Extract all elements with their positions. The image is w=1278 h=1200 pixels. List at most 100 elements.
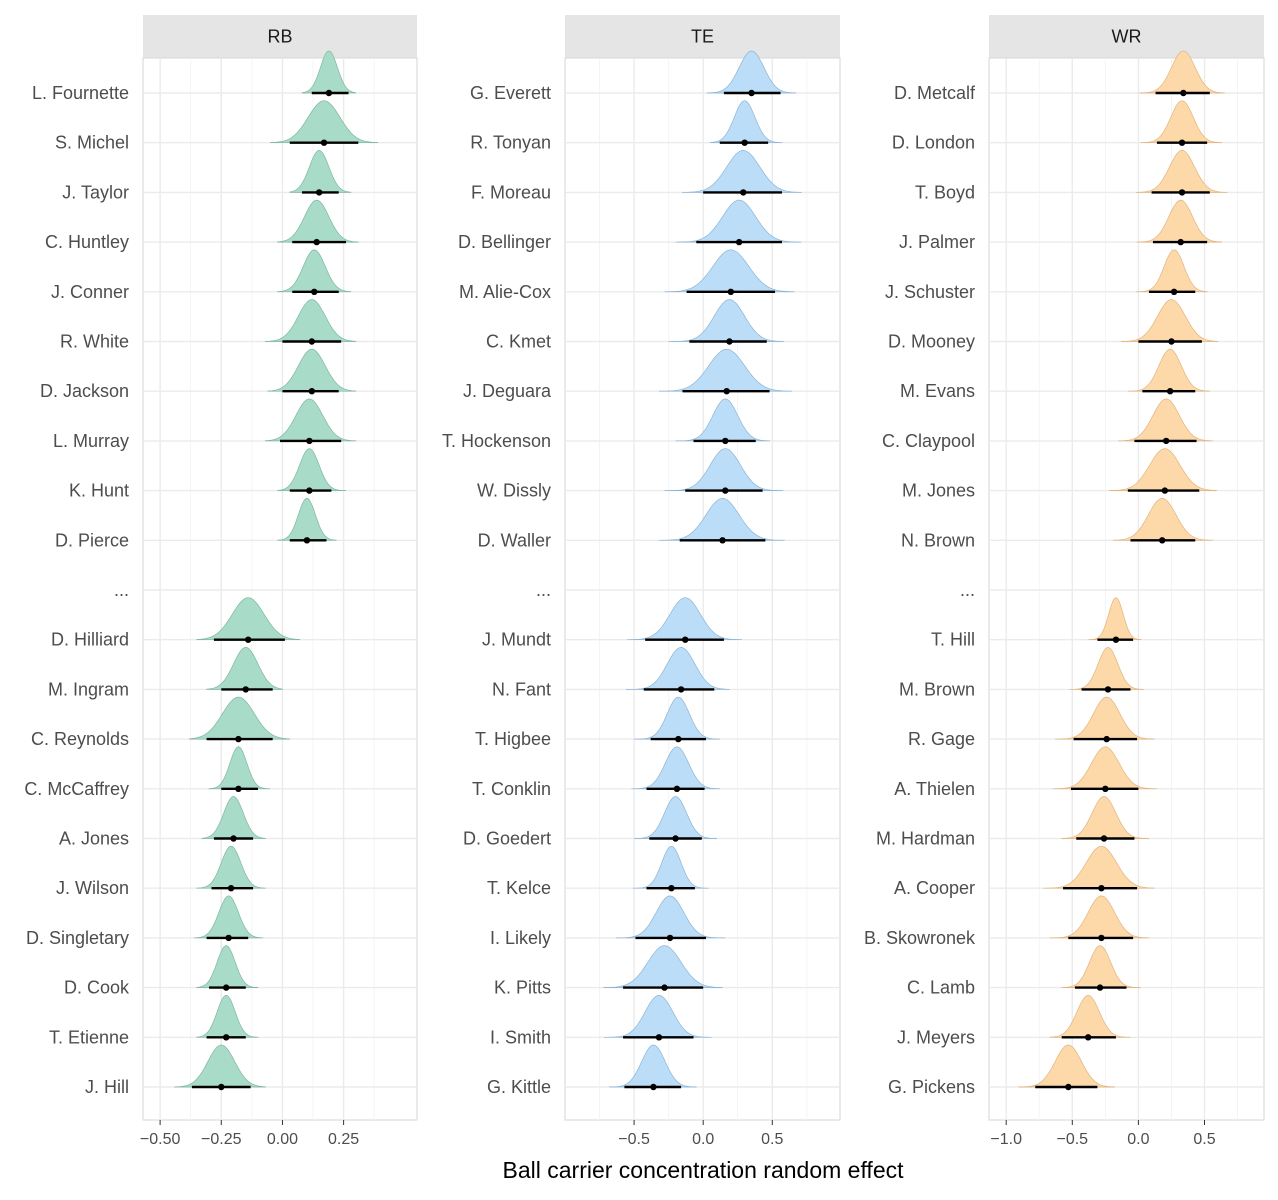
density-te (609, 1044, 697, 1088)
player-label: J. Hill (85, 1077, 129, 1097)
median-point-wr (1103, 735, 1110, 743)
median-point-rb (320, 139, 328, 146)
panel-border-rb (142, 57, 418, 1121)
strip-label-rb: RB (267, 27, 292, 47)
median-point-rb (227, 885, 235, 892)
density-te (634, 796, 718, 839)
median-point-rb (325, 89, 333, 97)
strip-label-te: TE (691, 27, 714, 47)
x-tick-label-rb: −0.25 (201, 1131, 242, 1148)
density-te (627, 597, 742, 641)
median-point-te (650, 1083, 657, 1091)
player-label: C. Huntley (45, 232, 129, 252)
player-label: M. Evans (900, 381, 975, 401)
median-point-te (675, 735, 682, 743)
density-te (632, 845, 709, 889)
median-point-te (672, 835, 679, 842)
x-tick-label-te: 0.5 (761, 1131, 783, 1148)
player-label: T. Kelce (487, 878, 551, 898)
density-te (706, 50, 797, 94)
player-label: C. Reynolds (31, 729, 129, 749)
density-rb (269, 100, 379, 144)
x-tick-label-te: −0.5 (618, 1131, 650, 1148)
player-label: C. Kmet (486, 332, 551, 352)
density-te (634, 696, 720, 740)
x-tick-label-wr: −1.0 (990, 1131, 1022, 1148)
panel-wr: WR D. Metcalf D. London T. Boyd J. Palmer J. … (864, 15, 1265, 1148)
density-te (625, 647, 730, 690)
median-point-rb (225, 934, 232, 942)
density-rb (277, 199, 359, 243)
density-rb (277, 249, 352, 293)
x-tick-label-te: 0.0 (692, 1131, 714, 1148)
median-point-te (723, 388, 730, 395)
player-label: K. Pitts (494, 978, 551, 998)
median-point-rb (315, 189, 323, 196)
density-wr (1135, 249, 1208, 293)
density-rb (277, 448, 347, 491)
x-tick-label-rb: −0.50 (140, 1131, 181, 1148)
player-label: T. Boyd (915, 182, 975, 202)
density-wr (1108, 448, 1217, 491)
density-wr (1135, 150, 1228, 193)
player-label: G. Everett (470, 83, 551, 103)
player-label: J. Taylor (62, 182, 129, 202)
x-tick-label-wr: −0.5 (1056, 1131, 1088, 1148)
median-point-wr (1161, 487, 1169, 494)
density-wr (1069, 647, 1145, 690)
density-wr (1127, 348, 1211, 392)
strip-rb (143, 15, 417, 58)
player-label: C. Claypool (882, 431, 975, 451)
density-wr (1018, 1044, 1115, 1088)
x-tick-label-wr: 0.5 (1193, 1131, 1215, 1148)
player-label: J. Meyers (897, 1027, 975, 1047)
strip-wr (989, 15, 1264, 58)
median-point-te (748, 89, 755, 97)
player-label: J. Deguara (463, 381, 552, 401)
player-label: D. Pierce (55, 530, 129, 550)
median-point-wr (1065, 1083, 1072, 1091)
median-point-rb (230, 835, 237, 842)
density-te (658, 348, 792, 392)
median-point-wr (1084, 1034, 1092, 1041)
panel-rb: RB L. Fournette S. Michel J. Taylor C. Huntl… (24, 15, 418, 1148)
player-label: D. Waller (478, 530, 551, 550)
player-label: B. Skowronek (864, 928, 976, 948)
median-point-wr (1112, 636, 1120, 643)
median-point-te (682, 636, 689, 643)
density-wr (1061, 945, 1141, 988)
density-te (675, 398, 770, 442)
player-label: A. Thielen (894, 779, 975, 799)
player-label: K. Hunt (69, 481, 129, 501)
density-wr (1120, 299, 1219, 342)
player-label: W. Dissly (477, 481, 551, 501)
density-wr (1049, 995, 1131, 1038)
density-wr (1088, 597, 1142, 641)
player-label: D. Metcalf (894, 83, 976, 103)
player-label: D. Goedert (463, 829, 551, 849)
strip-te (565, 15, 840, 58)
median-point-rb (222, 984, 230, 991)
player-label: I. Likely (490, 928, 551, 948)
player-label: D. Singletary (26, 928, 129, 948)
median-point-rb (242, 686, 249, 693)
median-point-rb (311, 288, 318, 295)
strip-label-wr: WR (1112, 27, 1142, 47)
player-label: D. London (892, 133, 975, 153)
player-label: M. Ingram (48, 679, 129, 699)
density-rb (289, 150, 352, 193)
density-wr (1055, 696, 1155, 740)
player-label: D. Hilliard (51, 630, 129, 650)
player-label: N. Fant (492, 679, 551, 699)
density-rb (277, 497, 337, 541)
median-point-te (727, 288, 735, 295)
density-rb (201, 796, 266, 839)
player-label: G. Pickens (888, 1077, 975, 1097)
density-wr (1136, 199, 1223, 243)
panel-border-wr (988, 57, 1265, 1121)
median-point-wr (1166, 388, 1174, 395)
player-label: R. Gage (908, 729, 975, 749)
ellipsis-label: ... (960, 580, 975, 600)
median-point-te (673, 785, 681, 792)
